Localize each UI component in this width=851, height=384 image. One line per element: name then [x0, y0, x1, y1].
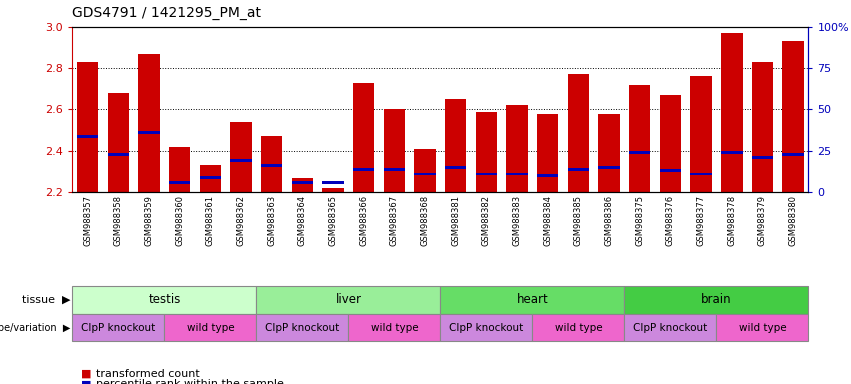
- Bar: [506, 105, 528, 192]
- Bar: [751, 156, 774, 159]
- Bar: [445, 99, 466, 192]
- Text: transformed count: transformed count: [96, 369, 200, 379]
- Bar: [506, 172, 528, 175]
- Text: wild type: wild type: [370, 323, 418, 333]
- Bar: [292, 177, 313, 192]
- Bar: [537, 114, 558, 192]
- Bar: [690, 76, 711, 192]
- Bar: [476, 172, 497, 175]
- Bar: [384, 109, 405, 192]
- Bar: [751, 62, 774, 192]
- Text: testis: testis: [148, 293, 180, 306]
- Bar: [261, 164, 283, 167]
- Text: wild type: wild type: [555, 323, 603, 333]
- Text: ■: ■: [81, 379, 91, 384]
- Bar: [200, 165, 221, 192]
- Text: ClpP knockout: ClpP knockout: [266, 323, 340, 333]
- Bar: [537, 174, 558, 177]
- Text: ClpP knockout: ClpP knockout: [633, 323, 707, 333]
- Bar: [169, 147, 191, 192]
- Bar: [231, 122, 252, 192]
- Bar: [414, 172, 436, 175]
- Bar: [629, 151, 650, 154]
- Bar: [721, 151, 743, 154]
- Text: genotype/variation  ▶: genotype/variation ▶: [0, 323, 71, 333]
- Bar: [323, 181, 344, 184]
- Bar: [629, 85, 650, 192]
- Text: wild type: wild type: [186, 323, 234, 333]
- Text: ClpP knockout: ClpP knockout: [81, 323, 156, 333]
- Bar: [782, 41, 804, 192]
- Bar: [138, 54, 160, 192]
- Bar: [476, 111, 497, 192]
- Bar: [782, 153, 804, 156]
- Bar: [598, 114, 620, 192]
- Bar: [169, 181, 191, 184]
- Text: wild type: wild type: [739, 323, 786, 333]
- Bar: [138, 131, 160, 134]
- Bar: [568, 167, 589, 170]
- Bar: [660, 95, 681, 192]
- Bar: [107, 93, 129, 192]
- Text: GDS4791 / 1421295_PM_at: GDS4791 / 1421295_PM_at: [72, 6, 261, 20]
- Text: ■: ■: [81, 369, 91, 379]
- Bar: [598, 166, 620, 169]
- Bar: [445, 166, 466, 169]
- Bar: [690, 172, 711, 175]
- Bar: [323, 188, 344, 192]
- Bar: [414, 149, 436, 192]
- Bar: [200, 176, 221, 179]
- Bar: [353, 83, 374, 192]
- Bar: [384, 167, 405, 170]
- Text: liver: liver: [335, 293, 362, 306]
- Text: heart: heart: [517, 293, 548, 306]
- Bar: [77, 134, 99, 137]
- Bar: [77, 62, 99, 192]
- Bar: [292, 181, 313, 184]
- Bar: [721, 33, 743, 192]
- Text: tissue  ▶: tissue ▶: [22, 295, 71, 305]
- Text: percentile rank within the sample: percentile rank within the sample: [96, 379, 284, 384]
- Bar: [660, 169, 681, 172]
- Text: brain: brain: [701, 293, 732, 306]
- Bar: [568, 74, 589, 192]
- Bar: [261, 136, 283, 192]
- Text: ClpP knockout: ClpP knockout: [449, 323, 523, 333]
- Bar: [107, 153, 129, 156]
- Bar: [231, 159, 252, 162]
- Bar: [353, 167, 374, 170]
